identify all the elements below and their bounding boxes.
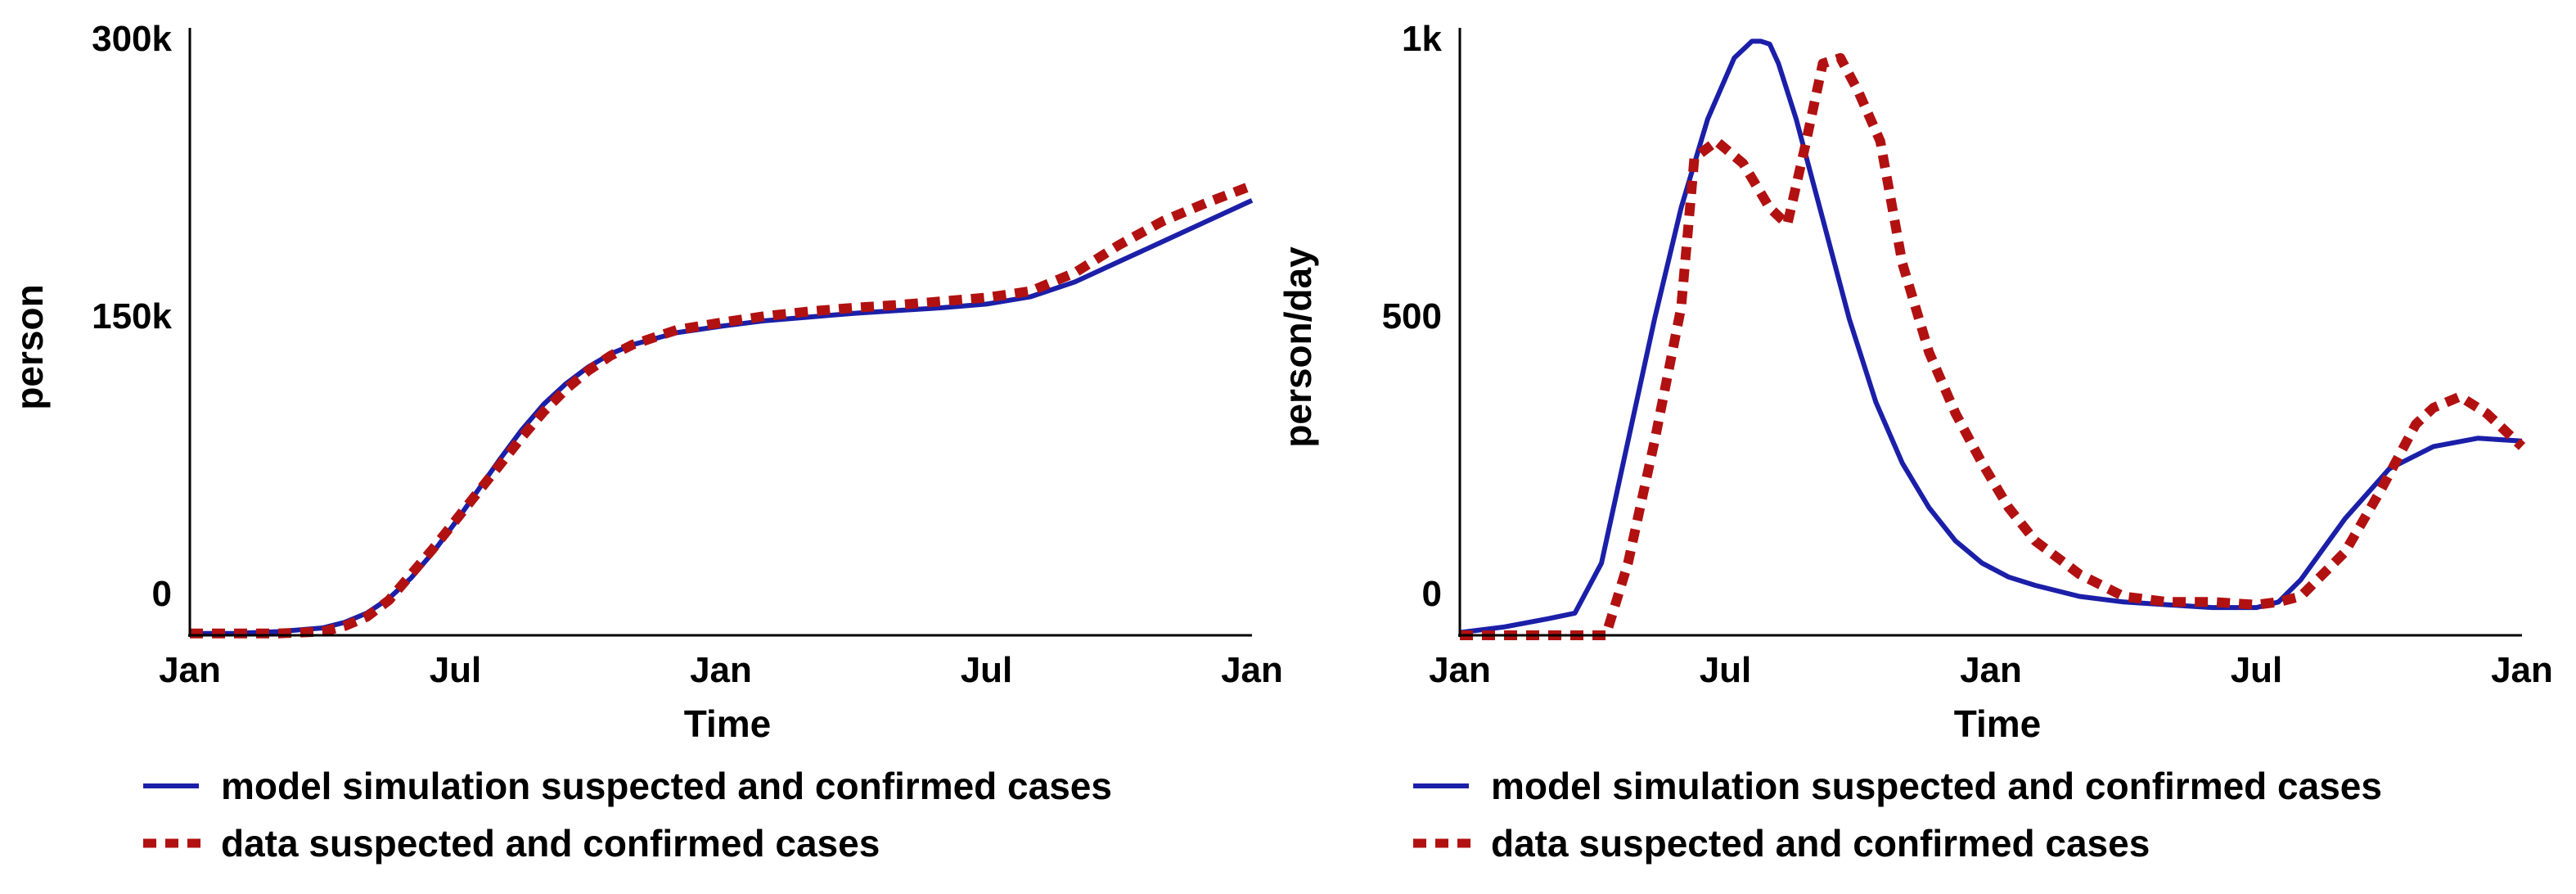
x-tick-label-jan-4: Jan	[2491, 650, 2553, 690]
series-line-model	[1459, 38, 2523, 635]
x-tick-labels: Jan Jul Jan Jul Jan	[1429, 650, 2553, 690]
cumulative-cases-chart: 0 150k 300k Jan Jul Jan Jul Jan Time person mo…	[8, 19, 1283, 865]
x-axis-title: Time	[1954, 702, 2042, 745]
y-axis-title: person	[8, 284, 51, 409]
y-tick-label-300k: 300k	[92, 19, 172, 59]
x-tick-label-jul-1: Jul	[430, 650, 482, 690]
legend: model simulation suspected and confirmed…	[1413, 765, 2382, 865]
y-tick-labels: 0 500 1k	[1382, 19, 1443, 614]
x-tick-label-jan-0: Jan	[159, 650, 221, 690]
legend-label-model: model simulation suspected and confirmed…	[221, 765, 1112, 807]
x-tick-label-jul-3: Jul	[961, 650, 1013, 690]
x-tick-label-jan-4: Jan	[1221, 650, 1283, 690]
daily-cases-chart: 0 500 1k Jan Jul Jan Jul Jan Time person/day m…	[1277, 19, 2553, 865]
series-layer	[1459, 38, 2526, 640]
x-tick-labels: Jan Jul Jan Jul Jan	[159, 650, 1283, 690]
legend-label-data: data suspected and confirmed cases	[1491, 822, 2150, 865]
series-line-data	[190, 181, 1254, 639]
y-tick-label-150k: 150k	[92, 296, 172, 336]
y-tick-label-0: 0	[1422, 574, 1442, 614]
x-tick-label-jul-1: Jul	[1700, 650, 1752, 690]
series-line-data	[1460, 52, 2526, 640]
x-axis-title: Time	[684, 702, 772, 745]
legend-label-data: data suspected and confirmed cases	[221, 822, 880, 865]
x-tick-label-jul-3: Jul	[2231, 650, 2283, 690]
series-line-model	[190, 198, 1254, 636]
legend-label-model: model simulation suspected and confirmed…	[1491, 765, 2382, 807]
y-axis-title: person/day	[1277, 246, 1319, 448]
y-tick-labels: 0 150k 300k	[92, 19, 172, 614]
legend: model simulation suspected and confirmed…	[143, 765, 1112, 865]
series-layer	[190, 181, 1254, 639]
x-tick-label-jan-0: Jan	[1429, 650, 1491, 690]
y-tick-label-500: 500	[1382, 296, 1442, 336]
y-tick-label-0: 0	[152, 574, 172, 614]
y-tick-label-1k: 1k	[1402, 19, 1442, 59]
x-tick-label-jan-2: Jan	[1960, 650, 2022, 690]
x-tick-label-jan-2: Jan	[690, 650, 752, 690]
